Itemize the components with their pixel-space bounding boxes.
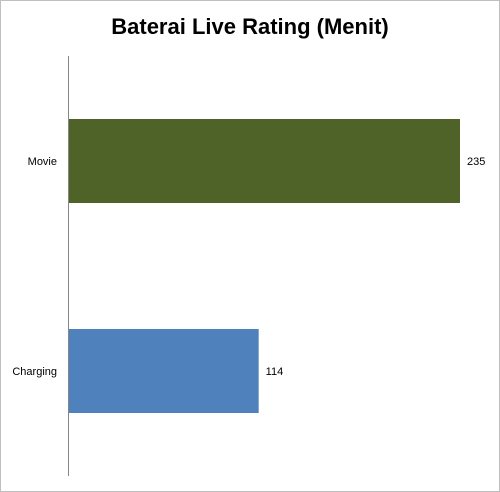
category-labels-group: Movie Charging (12, 156, 57, 378)
category-label-movie: Movie (28, 156, 57, 168)
category-label-charging: Charging (12, 366, 57, 378)
data-label-movie: 235 (467, 156, 485, 168)
bar-charging (69, 329, 259, 413)
data-labels-group: 235 114 (266, 156, 486, 378)
bar-movie (69, 119, 460, 203)
bars-group (69, 119, 460, 413)
chart-title: Baterai Live Rating (Menit) (111, 14, 389, 39)
data-label-charging: 114 (266, 366, 284, 378)
